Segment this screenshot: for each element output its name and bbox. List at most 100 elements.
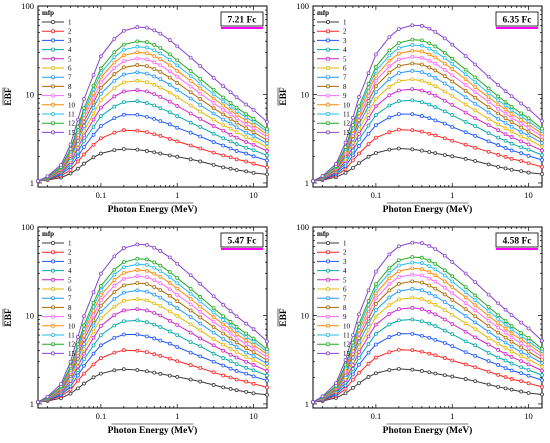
data-point [410,68,415,73]
data-point [228,352,233,357]
data-point [396,57,401,62]
legend-label: 9 [68,313,72,321]
data-point [234,328,239,333]
data-point [112,278,117,282]
data-point [526,137,531,142]
data-point [503,132,508,137]
data-point [121,80,126,85]
panel-6-35-fc: 0.1 1 10 1 10 100 Photon Energy (MeV) EBF mfp 1 2 3… [275,0,550,221]
data-point [373,151,378,155]
data-point [486,313,491,318]
data-point [373,314,378,319]
data-point [473,85,478,90]
data-point [442,253,447,258]
series-mfp-8 [36,63,269,183]
series-mfp-8 [311,279,544,404]
series-mfp-9 [36,274,269,404]
data-point [221,314,226,319]
data-point [373,78,378,83]
data-point [486,162,491,167]
data-point [503,103,508,108]
data-point [396,263,401,268]
y-tick-label: 1 [30,178,34,188]
data-point [251,343,256,347]
data-point [387,303,392,308]
data-point [473,343,478,348]
data-point [112,36,117,41]
y-tick-label: 100 [21,1,34,11]
data-point [228,139,233,144]
legend-title: mfp [42,9,54,17]
data-point [442,56,447,60]
data-point [396,318,401,323]
series-mfp-5 [311,305,544,404]
data-point [427,116,432,121]
data-point [473,108,478,113]
data-point [221,302,226,307]
data-point [144,289,149,294]
data-point [463,119,468,124]
data-point [228,90,233,95]
data-point [265,149,269,153]
data-point [366,288,371,293]
data-point [68,147,73,151]
data-point [473,298,478,303]
data-point [121,42,126,47]
data-point [373,282,378,287]
x-tick-label: 1 [175,411,179,421]
data-point [427,335,432,340]
legend-marker [51,250,56,255]
data-point [167,287,172,292]
data-point [152,67,157,71]
data-point [509,148,514,153]
legend-marker [326,66,331,71]
data-point [221,363,226,368]
legend-label: 3 [68,258,72,266]
data-point [419,88,424,93]
data-point [112,290,117,294]
data-point [343,140,348,145]
data-point [234,355,239,360]
data-point [91,329,96,334]
data-point [410,147,415,152]
series-mfp-5 [311,87,544,183]
data-point [98,54,103,59]
legend-marker [326,93,331,98]
data-point [234,120,239,125]
data-point [433,247,438,252]
data-point [442,50,447,55]
data-point [540,141,544,145]
legend-label: 2 [68,28,72,36]
legend-marker [51,112,56,117]
data-point [419,70,424,75]
data-point [144,275,149,280]
data-point [503,346,508,350]
data-point [427,131,432,136]
data-point [188,103,193,108]
data-point [387,48,392,53]
data-point [396,51,401,56]
data-point [211,162,216,167]
data-point [76,125,80,129]
data-point [188,291,193,296]
data-point [265,347,269,352]
data-point [112,323,117,328]
x-tick-label: 10 [524,411,533,421]
data-point [76,386,80,391]
data-point [265,153,269,158]
data-point [373,64,378,69]
data-point [167,90,172,95]
data-point [45,394,50,399]
data-point [158,274,163,279]
data-point [144,282,149,286]
data-point [427,276,432,281]
data-point [244,346,249,350]
x-tick-label: 0.1 [96,411,107,421]
x-axis-label: Photon Energy (MeV) [108,425,198,436]
data-point [509,387,514,392]
y-axis-label: EBF [4,308,14,327]
data-point [509,157,514,161]
legend-label: 7 [68,295,72,303]
data-point [486,123,491,128]
data-point [152,60,157,65]
